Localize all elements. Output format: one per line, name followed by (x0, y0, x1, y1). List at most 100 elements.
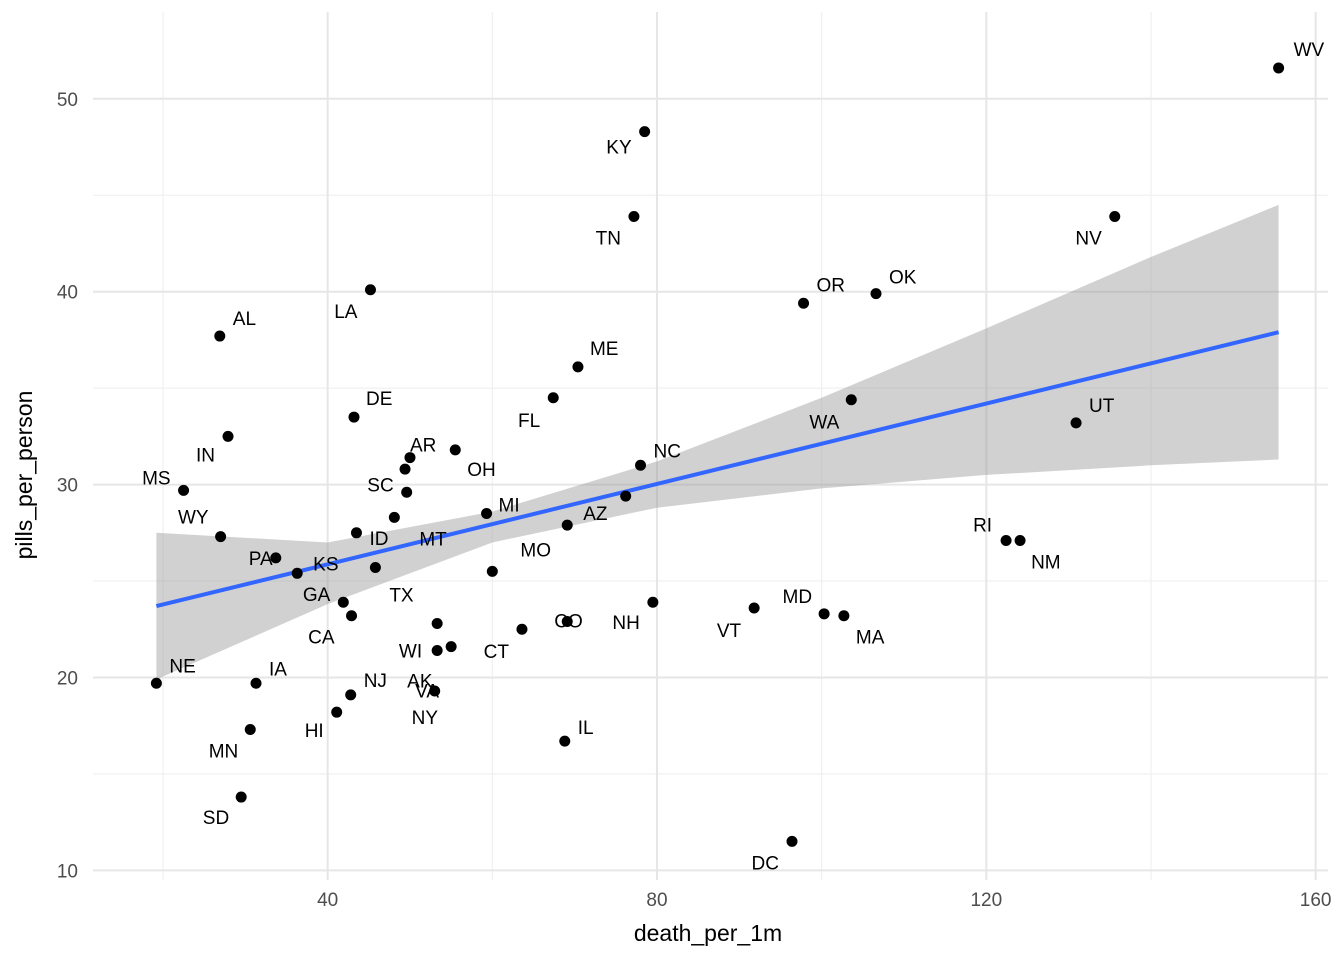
data-point (222, 430, 234, 442)
data-point (369, 562, 381, 574)
point-label: NE (169, 656, 195, 677)
x-tick-label: 160 (1300, 890, 1332, 911)
point-label: DE (366, 389, 392, 410)
data-point (346, 610, 358, 622)
y-tick-label: 20 (57, 668, 78, 689)
data-point (429, 685, 441, 697)
data-point (561, 616, 573, 628)
point-label: IN (196, 445, 215, 466)
data-point (1000, 535, 1012, 547)
point-label: AK (407, 672, 433, 693)
data-point (250, 677, 262, 689)
data-point (572, 361, 584, 373)
point-label: IL (578, 718, 594, 739)
data-point (1070, 417, 1082, 429)
point-label: OK (889, 268, 917, 289)
data-point (445, 641, 457, 653)
grid (93, 12, 1328, 880)
data-point (399, 463, 411, 475)
point-label: KY (606, 138, 632, 159)
data-point (431, 617, 443, 629)
data-point (449, 444, 461, 456)
data-point (431, 644, 443, 656)
data-point (270, 552, 282, 564)
point-label: MT (419, 529, 447, 550)
data-point (635, 459, 647, 471)
x-tick-label: 40 (317, 890, 338, 911)
points-layer (150, 62, 1285, 847)
data-point (838, 610, 850, 622)
data-point (628, 210, 640, 222)
data-point (647, 596, 659, 608)
point-label: MD (783, 587, 813, 608)
point-label: ME (590, 339, 619, 360)
point-label: OR (817, 275, 846, 296)
data-point (337, 596, 349, 608)
point-label: TN (596, 228, 621, 249)
data-point (150, 677, 162, 689)
point-label: VA (415, 681, 439, 702)
data-point (350, 527, 362, 539)
data-point (486, 565, 498, 577)
x-tick-label: 80 (646, 890, 667, 911)
data-point (348, 411, 360, 423)
confidence-band (156, 204, 1279, 680)
data-point (547, 392, 559, 404)
data-point (178, 484, 190, 496)
point-label: TX (389, 585, 414, 606)
point-label: NJ (364, 671, 387, 692)
x-tick-label: 120 (970, 890, 1002, 911)
point-label: FL (518, 411, 540, 432)
point-label: ID (369, 529, 388, 550)
point-label: IA (269, 659, 287, 680)
confidence-band-layer (155, 204, 1280, 680)
data-point (388, 511, 400, 523)
point-label: NM (1031, 553, 1061, 574)
point-label: LA (334, 302, 358, 323)
point-label: WV (1294, 40, 1325, 61)
data-point (1273, 62, 1285, 74)
data-point (345, 689, 357, 701)
data-point (516, 623, 528, 635)
point-label: UT (1089, 396, 1115, 417)
point-label: RI (973, 516, 992, 537)
y-tick-label: 50 (57, 90, 78, 111)
point-label: WA (809, 413, 839, 434)
data-point (291, 567, 303, 579)
data-point (235, 791, 247, 803)
data-point (639, 126, 651, 138)
point-label: MN (209, 742, 239, 763)
data-point (870, 288, 882, 300)
point-label: PA (249, 549, 273, 570)
point-labels-layer: WV KY TN NV LA OK OR AL ME FL WA DE UT IN AR OH NC MS SC MT… (142, 40, 1324, 874)
data-point (786, 835, 798, 847)
data-point (845, 394, 857, 406)
data-point (1109, 210, 1121, 222)
point-label: HI (305, 721, 324, 742)
point-label: AZ (583, 504, 608, 525)
data-point (404, 452, 416, 464)
point-label: NY (412, 708, 439, 729)
point-label: WI (399, 641, 422, 662)
data-point (561, 519, 573, 531)
data-point (331, 706, 343, 718)
data-point (364, 284, 376, 296)
data-point (244, 724, 256, 736)
y-tick-label: 40 (57, 283, 78, 304)
y-tick-label: 30 (57, 476, 78, 497)
point-label: MO (520, 541, 551, 562)
point-label: MI (499, 496, 520, 517)
data-point (620, 490, 632, 502)
data-point (1014, 535, 1026, 547)
point-label: MA (856, 628, 885, 649)
data-point (214, 330, 226, 342)
fit-line (155, 330, 1280, 609)
point-label: KS (313, 554, 338, 575)
y-axis-title: pills_per_person (11, 391, 37, 560)
data-point (818, 608, 830, 620)
x-axis-title: death_per_1m (634, 920, 782, 946)
point-label: CA (308, 628, 335, 649)
point-label: SD (203, 808, 229, 829)
point-label: NH (612, 613, 639, 634)
